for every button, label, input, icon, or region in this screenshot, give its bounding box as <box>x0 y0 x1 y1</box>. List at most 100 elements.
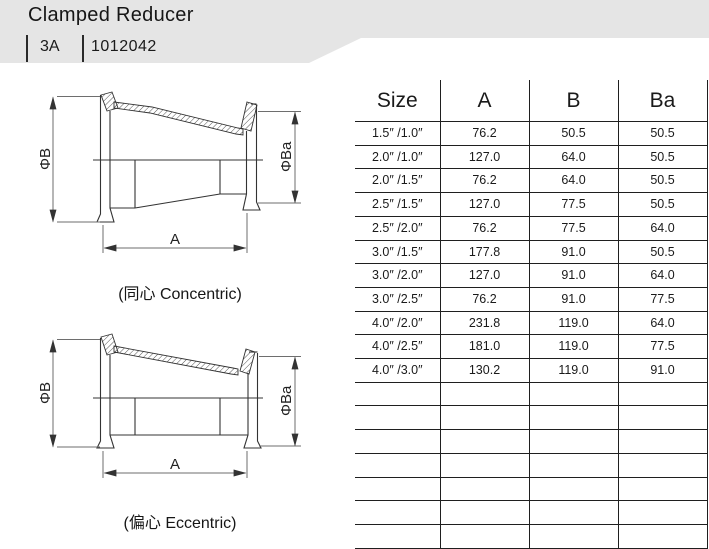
table-cell: 64.0 <box>618 216 708 241</box>
col-header-a: A <box>440 80 530 122</box>
table-cell: 50.5 <box>618 145 708 170</box>
table-cell: 91.0 <box>529 263 619 288</box>
separator-bar <box>82 35 84 62</box>
table-row: 3.0″ /1.5″ 177.8 91.0 50.5 <box>355 240 708 265</box>
table-cell: 76.2 <box>440 287 530 312</box>
table-cell: 50.5 <box>618 168 708 194</box>
table-cell: 50.5 <box>618 192 708 217</box>
standard-label: 3A <box>40 38 60 55</box>
table-cell-empty <box>355 477 441 502</box>
table-cell-empty <box>529 405 619 431</box>
table-row-empty <box>355 453 708 478</box>
table-cell: 127.0 <box>440 145 530 170</box>
table-cell-empty <box>618 524 708 549</box>
table-cell-empty <box>440 382 530 407</box>
table-cell: 127.0 <box>440 192 530 217</box>
table-cell: 3.0″ /1.5″ <box>355 240 441 265</box>
dimension-lines <box>49 96 301 253</box>
table-cell: 91.0 <box>529 240 619 265</box>
table-cell: 50.5 <box>618 240 708 265</box>
table-cell-empty <box>618 477 708 502</box>
table-cell: 76.2 <box>440 121 530 146</box>
drawing-eccentric: ΦB ΦBa A <box>37 333 301 478</box>
table-cell: 64.0 <box>529 168 619 194</box>
dim-label-phi-ba: ΦBa <box>278 385 295 416</box>
table-cell: 4.0″ /3.0″ <box>355 358 441 383</box>
table-cell-empty <box>529 477 619 502</box>
dim-label-phi-b: ΦB <box>37 382 54 404</box>
dim-label-a: A <box>170 456 180 473</box>
table-cell-empty <box>529 524 619 549</box>
table-cell: 2.0″ /1.0″ <box>355 145 441 170</box>
table-cell-empty <box>355 382 441 407</box>
caption-eccentric: (偏心 Eccentric) <box>123 515 237 532</box>
table-cell: 119.0 <box>529 334 619 360</box>
table-cell-empty <box>440 477 530 502</box>
table-row-empty <box>355 477 708 502</box>
table-cell: 1.5″ /1.0″ <box>355 121 441 146</box>
table-cell-empty <box>529 500 619 525</box>
col-header-ba: Ba <box>618 80 708 122</box>
table-cell: 64.0 <box>529 145 619 170</box>
table-cell: 130.2 <box>440 358 530 383</box>
table-cell: 91.0 <box>618 358 708 383</box>
table-cell: 127.0 <box>440 263 530 288</box>
table-cell-empty <box>618 429 708 454</box>
table-row-empty <box>355 500 708 525</box>
table-cell: 3.0″ /2.5″ <box>355 287 441 312</box>
table-cell-empty <box>529 382 619 407</box>
table-cell-empty <box>440 500 530 525</box>
table-row: 3.0″ /2.5″ 76.2 91.0 77.5 <box>355 287 708 312</box>
table-cell-empty <box>355 429 441 454</box>
caption-concentric: (同心 Concentric) <box>118 286 242 303</box>
table-row: 4.0″ /2.5″ 181.0 119.0 77.5 <box>355 334 708 360</box>
size-table-body: 1.5″ /1.0″ 76.2 50.5 50.5 2.0″ /1.0″ 127.0 64.… <box>355 121 708 549</box>
dim-label-phi-ba: ΦBa <box>278 141 295 172</box>
table-row-empty <box>355 429 708 454</box>
table-row-empty <box>355 524 708 549</box>
table-cell: 3.0″ /2.0″ <box>355 263 441 288</box>
table-row: 1.5″ /1.0″ 76.2 50.5 50.5 <box>355 121 708 146</box>
dim-label-a: A <box>170 231 180 248</box>
table-cell-empty <box>440 524 530 549</box>
table-cell-empty <box>618 500 708 525</box>
separator-bar <box>26 35 28 62</box>
table-cell: 181.0 <box>440 334 530 360</box>
table-cell: 119.0 <box>529 311 619 336</box>
table-row: 2.0″ /1.0″ 127.0 64.0 50.5 <box>355 145 708 170</box>
table-row: 4.0″ /3.0″ 130.2 119.0 91.0 <box>355 358 708 383</box>
table-cell: 2.5″ /1.5″ <box>355 192 441 217</box>
table-row: 3.0″ /2.0″ 127.0 91.0 64.0 <box>355 263 708 288</box>
table-row: 2.5″ /1.5″ 127.0 77.5 50.5 <box>355 192 708 217</box>
table-cell: 119.0 <box>529 358 619 383</box>
table-cell-empty <box>529 429 619 454</box>
col-header-size: Size <box>355 80 441 122</box>
table-cell: 4.0″ /2.0″ <box>355 311 441 336</box>
page-title: Clamped Reducer <box>28 4 194 26</box>
table-row: 4.0″ /2.0″ 231.8 119.0 64.0 <box>355 311 708 336</box>
table-cell: 2.5″ /2.0″ <box>355 216 441 241</box>
table-cell: 4.0″ /2.5″ <box>355 334 441 360</box>
part-section-hatched <box>100 91 258 136</box>
table-cell-empty <box>440 405 530 431</box>
table-cell-empty <box>440 453 530 478</box>
table-cell: 77.5 <box>618 287 708 312</box>
table-cell: 91.0 <box>529 287 619 312</box>
table-cell-empty <box>618 405 708 431</box>
table-cell-empty <box>355 453 441 478</box>
part-outline <box>93 95 263 223</box>
part-number: 1012042 <box>91 38 157 55</box>
table-row-empty <box>355 382 708 407</box>
table-cell: 76.2 <box>440 216 530 241</box>
table-cell-empty <box>618 382 708 407</box>
table-cell-empty <box>355 524 441 549</box>
table-row-empty <box>355 405 708 431</box>
table-cell: 50.5 <box>529 121 619 146</box>
table-cell: 64.0 <box>618 311 708 336</box>
part-outline <box>93 338 263 449</box>
table-cell: 50.5 <box>618 121 708 146</box>
table-cell: 231.8 <box>440 311 530 336</box>
table-cell-empty <box>618 453 708 478</box>
part-section-hatched <box>100 333 256 376</box>
